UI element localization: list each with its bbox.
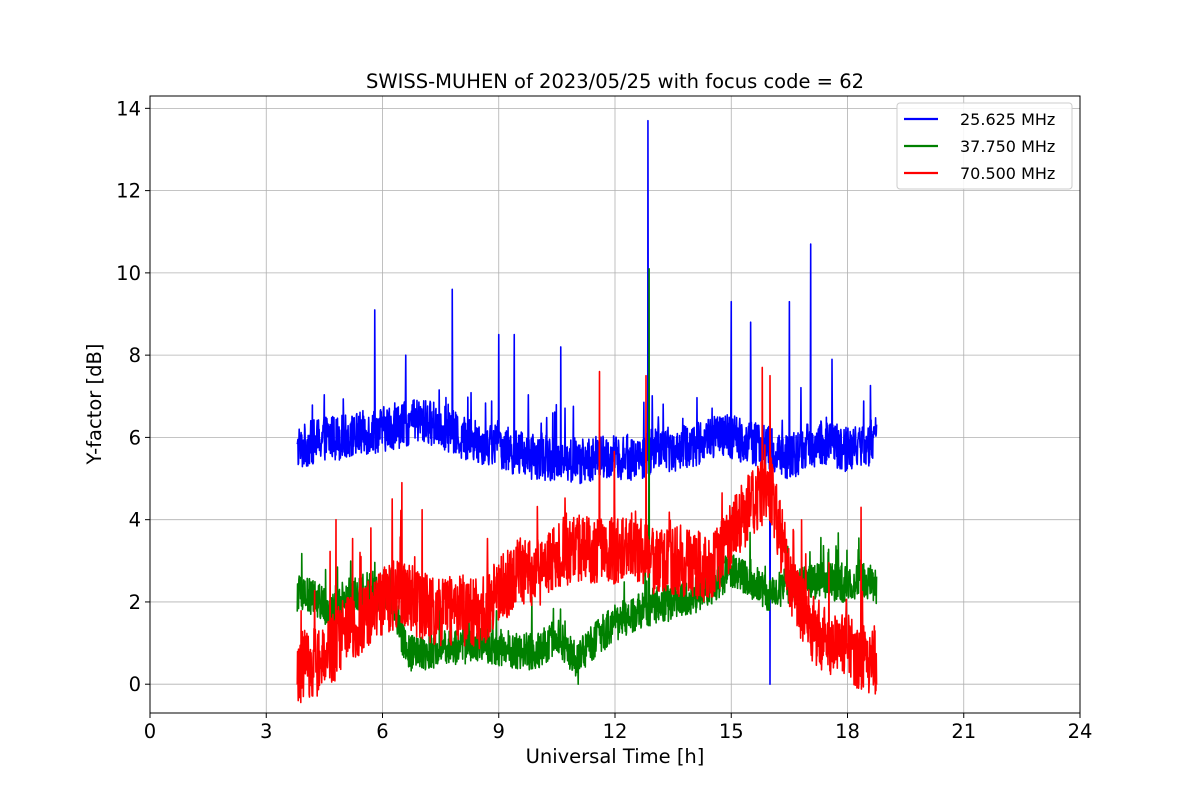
y-tick-label: 8 (129, 344, 141, 367)
x-tick-label: 0 (144, 720, 156, 743)
x-tick-label: 9 (493, 720, 505, 743)
x-tick-label: 3 (260, 720, 272, 743)
legend-label: 70.500 MHz (960, 164, 1055, 183)
series-line-3 (296, 366, 878, 704)
y-tick-label: 14 (116, 97, 141, 120)
x-tick-label: 21 (951, 720, 976, 743)
y-axis: 0 2 4 6 8 10 12 14 (116, 97, 150, 696)
y-tick-label: 4 (129, 509, 141, 532)
x-tick-label: 24 (1068, 720, 1093, 743)
chart-title: SWISS-MUHEN of 2023/05/25 with focus cod… (366, 70, 864, 93)
y-tick-label: 6 (129, 426, 141, 449)
legend-box (896, 102, 1073, 190)
y-tick-label: 10 (116, 262, 141, 285)
series-layer (296, 119, 878, 704)
legend-label: 37.750 MHz (960, 137, 1055, 156)
legend: 25.625 MHz 37.750 MHz 70.500 MHz (896, 102, 1073, 190)
legend-label: 25.625 MHz (960, 110, 1055, 129)
y-tick-label: 0 (129, 673, 141, 696)
x-tick-label: 18 (835, 720, 860, 743)
x-axis-label: Universal Time [h] (526, 745, 705, 768)
x-tick-label: 12 (603, 720, 628, 743)
x-tick-label: 6 (376, 720, 388, 743)
y-axis-label: Y-factor [dB] (83, 344, 106, 466)
y-tick-label: 12 (116, 180, 141, 203)
legend-entries: 25.625 MHz 37.750 MHz 70.500 MHz (904, 110, 1055, 183)
x-axis: 0 3 6 9 12 15 18 21 24 (144, 713, 1093, 743)
series-line-1 (296, 119, 878, 686)
y-tick-label: 2 (129, 591, 141, 614)
x-tick-label: 15 (719, 720, 744, 743)
